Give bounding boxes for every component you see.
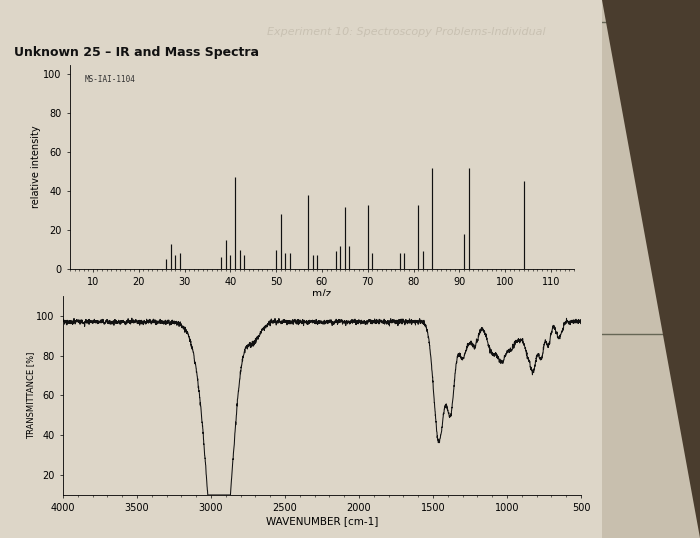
X-axis label: m/z: m/z [312, 289, 332, 299]
Text: Unknown 25 – IR and Mass Spectra: Unknown 25 – IR and Mass Spectra [14, 46, 259, 59]
Y-axis label: TRANSMITTANCE [%]: TRANSMITTANCE [%] [26, 352, 35, 439]
Text: Total 20 Points: Total 20 Points [210, 100, 322, 115]
Text: MS-IAI-1104: MS-IAI-1104 [85, 75, 136, 84]
Text: Experiment 10: Spectroscopy Problems-Individual: Experiment 10: Spectroscopy Problems-Ind… [267, 27, 545, 37]
Y-axis label: relative intensity: relative intensity [31, 125, 41, 208]
X-axis label: WAVENUMBER [cm-1]: WAVENUMBER [cm-1] [266, 516, 378, 526]
